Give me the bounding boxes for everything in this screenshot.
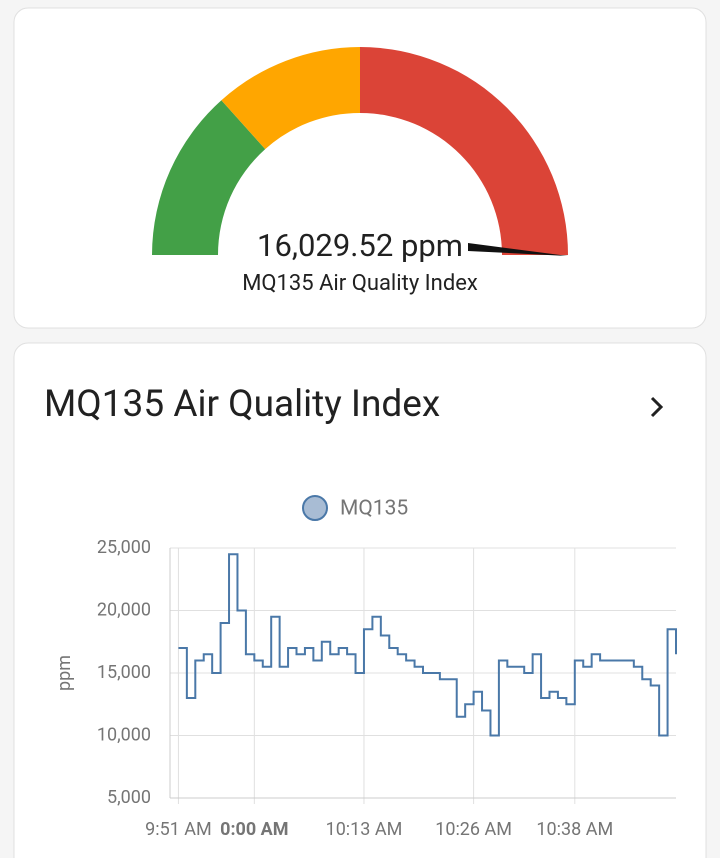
y-tick-label: 15,000 [97, 662, 151, 683]
y-tick-label: 20,000 [97, 599, 151, 620]
history-card [13, 342, 707, 858]
gauge-value: 16,029.52 ppm [257, 227, 463, 264]
x-tick-label: 0:00 AM [220, 819, 288, 840]
x-tick-label: 9:51 AM [145, 819, 212, 840]
y-tick-label: 25,000 [97, 537, 151, 558]
gauge-name: MQ135 Air Quality Index [242, 271, 478, 296]
chevron-icon[interactable] [650, 396, 664, 418]
x-tick-label: 10:38 AM [536, 819, 613, 840]
legend-swatch [302, 495, 328, 521]
history-chart: 5,000 10,000 15,000 20,000 25,000 9:51 AM 0:00… [54, 495, 677, 840]
gauge-segment [221, 47, 360, 150]
data-line [178, 553, 677, 737]
x-tick-label: 10:26 AM [435, 819, 512, 840]
gauge-segment [152, 100, 266, 255]
legend-label[interactable]: MQ135 [340, 497, 408, 521]
card-title[interactable]: MQ135 Air Quality Index [44, 383, 440, 426]
x-tick-label: 10:13 AM [326, 819, 403, 840]
y-axis-label: ppm [54, 655, 75, 691]
y-tick-label: 10,000 [97, 724, 151, 745]
gauge-needle [468, 243, 568, 256]
gauge-segment [360, 47, 568, 255]
y-tick-label: 5,000 [107, 787, 151, 808]
